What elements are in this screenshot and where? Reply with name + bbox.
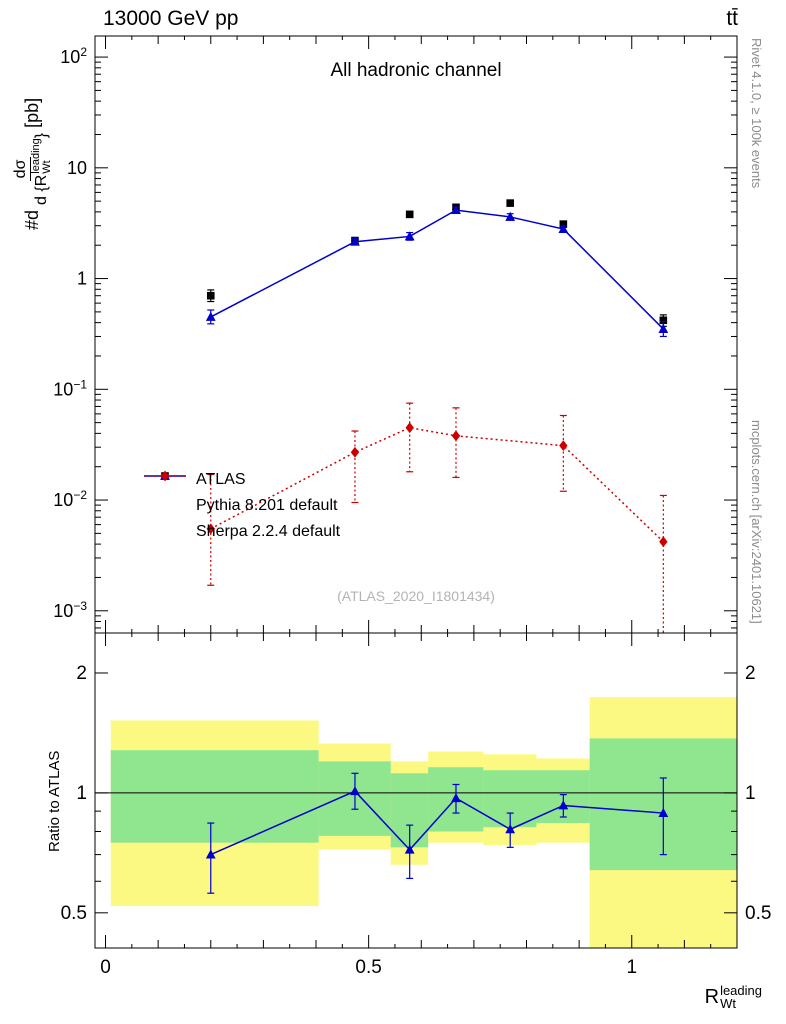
ratio-y-axis-label: Ratio to ATLAS xyxy=(46,750,63,852)
collision-energy-title: 13000 GeV pp xyxy=(103,7,239,30)
rivet-version-note: Rivet 4.1.0, ≥ 100k events xyxy=(749,38,764,189)
legend-label-pythia: Pythia 8.201 default xyxy=(196,497,338,514)
svg-text:0.5: 0.5 xyxy=(745,903,771,924)
ylabel-prefix: #d xyxy=(22,209,43,230)
ylabel-fraction: dσ d {R leading Wt } xyxy=(12,133,53,205)
ylabel-den-supsub: leading Wt xyxy=(30,138,54,174)
mcplots-arxiv-note: mcplots.cern.ch [arXiv:2401.10621] xyxy=(749,420,764,624)
svg-text:102: 102 xyxy=(60,45,87,67)
sherpa-diamond-marker-icon xyxy=(142,470,188,541)
analysis-watermark: (ATLAS_2020_I1801434) xyxy=(337,588,495,604)
ylabel-den-post: } xyxy=(33,132,51,139)
svg-text:1: 1 xyxy=(745,783,756,804)
x-tick-labels: 0 0.5 1 xyxy=(100,957,637,978)
svg-text:1: 1 xyxy=(77,269,87,289)
series-pythia-8.201-default xyxy=(205,772,669,894)
xlabel-base: R xyxy=(704,985,720,1008)
svg-text:2: 2 xyxy=(76,663,87,684)
ratio-y-tick-labels: 0.5 0.5 1 1 2 2 xyxy=(61,663,772,924)
channel-title: All hadronic channel xyxy=(330,60,502,81)
xlabel-sub: Wt xyxy=(720,996,736,1011)
legend-item-pythia: Pythia 8.201 default xyxy=(142,470,340,519)
legend: ATLAS Pythia 8.201 default Sherpa 2.2.4 … xyxy=(142,467,340,545)
ratio-frame xyxy=(94,632,738,949)
axis-ticks xyxy=(95,36,738,948)
svg-text:1: 1 xyxy=(76,783,87,804)
main-y-axis-label: #d dσ d {R leading Wt } [pb] xyxy=(12,98,53,230)
x-axis-label: R leading Wt xyxy=(705,984,762,1010)
svg-text:1: 1 xyxy=(626,957,637,978)
legend-label-sherpa: Sherpa 2.2.4 default xyxy=(196,523,341,540)
series-sherpa-2.2.4-default xyxy=(206,402,668,633)
svg-text:10−1: 10−1 xyxy=(53,377,87,399)
legend-item-sherpa: Sherpa 2.2.4 default xyxy=(142,470,341,545)
svg-text:0: 0 xyxy=(100,957,111,978)
legend-label-atlas: ATLAS xyxy=(196,471,246,488)
uncertainty-bands xyxy=(110,697,737,948)
process-title: tt̄ xyxy=(726,7,738,30)
svg-text:2: 2 xyxy=(745,663,756,684)
svg-text:10: 10 xyxy=(67,158,87,178)
ylabel-den-sub: Wt xyxy=(41,160,54,174)
xlabel-sup: leading xyxy=(720,983,762,998)
svg-text:10−2: 10−2 xyxy=(53,488,87,510)
pythia-triangle-marker-icon xyxy=(142,470,188,515)
xlabel-supsub: leading Wt xyxy=(720,984,762,1010)
main-y-tick-labels: 10−3 10−2 10−1 1 10 102 xyxy=(53,45,87,621)
ylabel-den-pre: d {R xyxy=(33,174,51,205)
svg-text:0.5: 0.5 xyxy=(61,903,87,924)
series-pythia-8.201-default xyxy=(205,204,669,338)
svg-text:0.5: 0.5 xyxy=(355,957,381,978)
ylabel-numerator: dσ xyxy=(12,156,32,182)
ylabel-units: [pb] xyxy=(22,97,43,128)
ylabel-denominator: d {R leading Wt } xyxy=(30,132,54,205)
svg-text:10−3: 10−3 xyxy=(53,599,87,621)
